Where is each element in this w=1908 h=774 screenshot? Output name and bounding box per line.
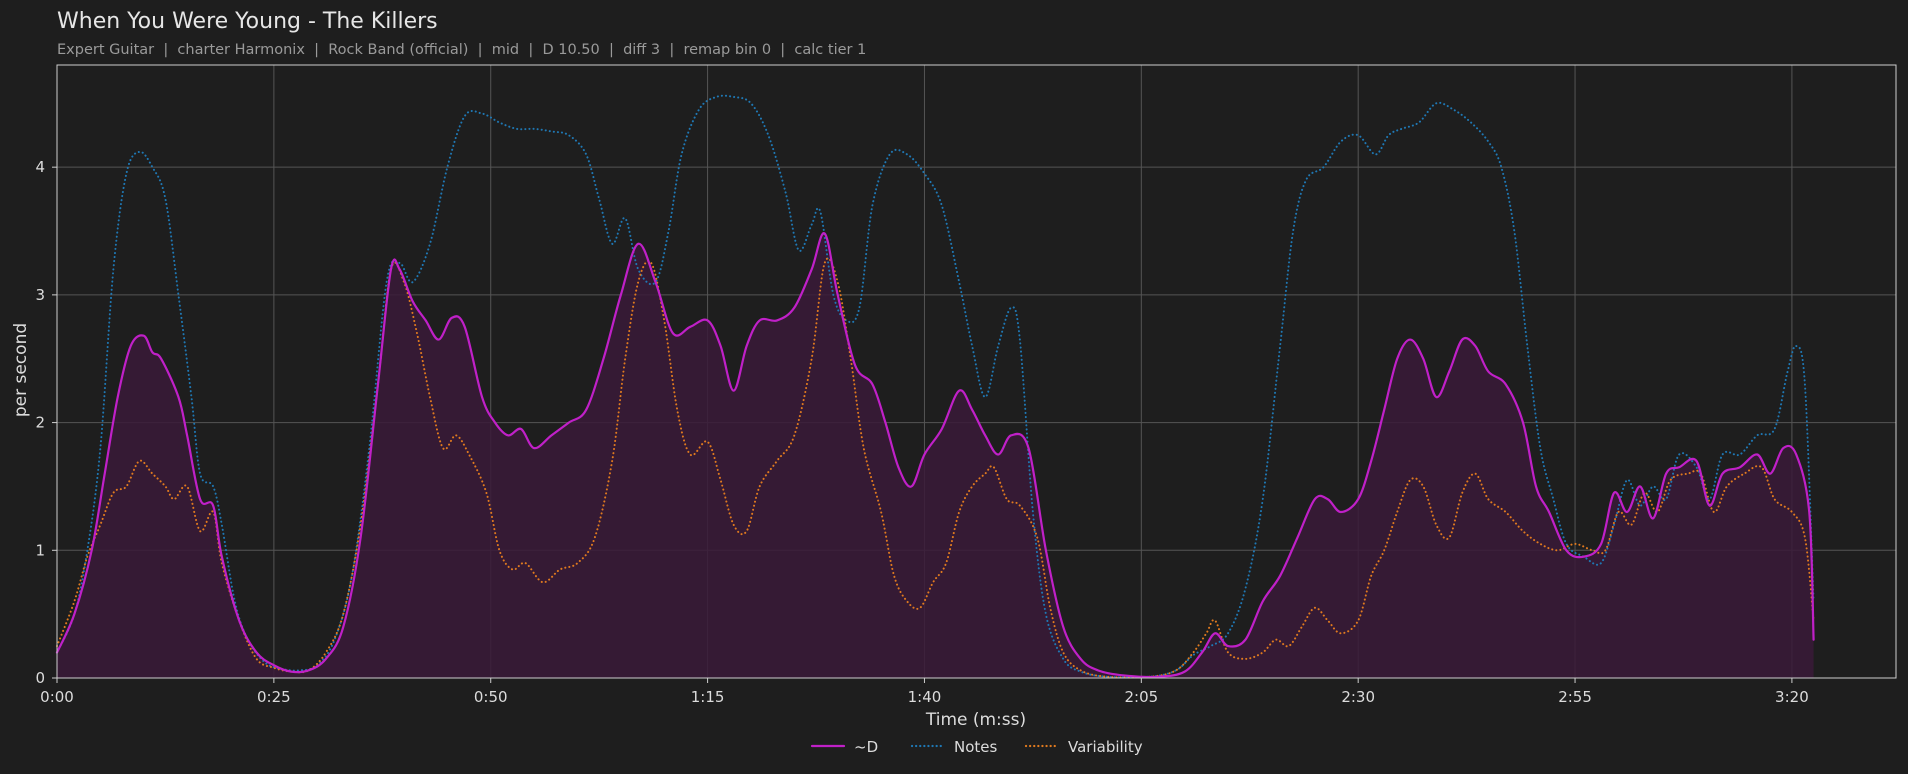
legend: ~D Notes Variability xyxy=(810,738,1143,756)
y-tick-label: 4 xyxy=(35,158,45,176)
x-tick-label: 2:30 xyxy=(1341,688,1375,706)
legend-label: Variability xyxy=(1068,738,1143,756)
x-tick-label: 1:40 xyxy=(908,688,942,706)
x-tick-label: 0:00 xyxy=(40,688,74,706)
plot-area xyxy=(55,94,1815,679)
series-fill-d xyxy=(57,233,1814,678)
x-axis: 0:00 0:25 0:50 1:15 1:40 2:05 2:30 2:55 3:20 xyxy=(40,678,1809,706)
series-line-notes xyxy=(56,94,1815,679)
chart-title: When You Were Young - The Killers xyxy=(57,9,438,34)
x-axis-label: Time (m:ss) xyxy=(925,710,1026,730)
plot-frame xyxy=(56,64,1897,679)
legend-label: ~D xyxy=(854,738,878,756)
x-tick-label: 3:20 xyxy=(1775,688,1809,706)
y-tick-label: 0 xyxy=(35,669,45,687)
x-tick-label: 0:50 xyxy=(474,688,508,706)
y-tick-label: 1 xyxy=(35,541,45,559)
y-tick-label: 2 xyxy=(35,414,45,432)
y-axis: 0 1 2 3 4 xyxy=(35,158,57,687)
y-tick-label: 3 xyxy=(35,286,45,304)
x-tick-label: 1:15 xyxy=(691,688,725,706)
legend-label: Notes xyxy=(954,738,998,756)
chart-subtitle: Expert Guitar | charter Harmonix | Rock … xyxy=(57,42,866,58)
x-tick-label: 0:25 xyxy=(257,688,291,706)
x-tick-label: 2:55 xyxy=(1558,688,1592,706)
y-axis-label: per second xyxy=(11,323,31,417)
x-tick-label: 2:05 xyxy=(1124,688,1158,706)
series-line-d xyxy=(55,232,1815,679)
